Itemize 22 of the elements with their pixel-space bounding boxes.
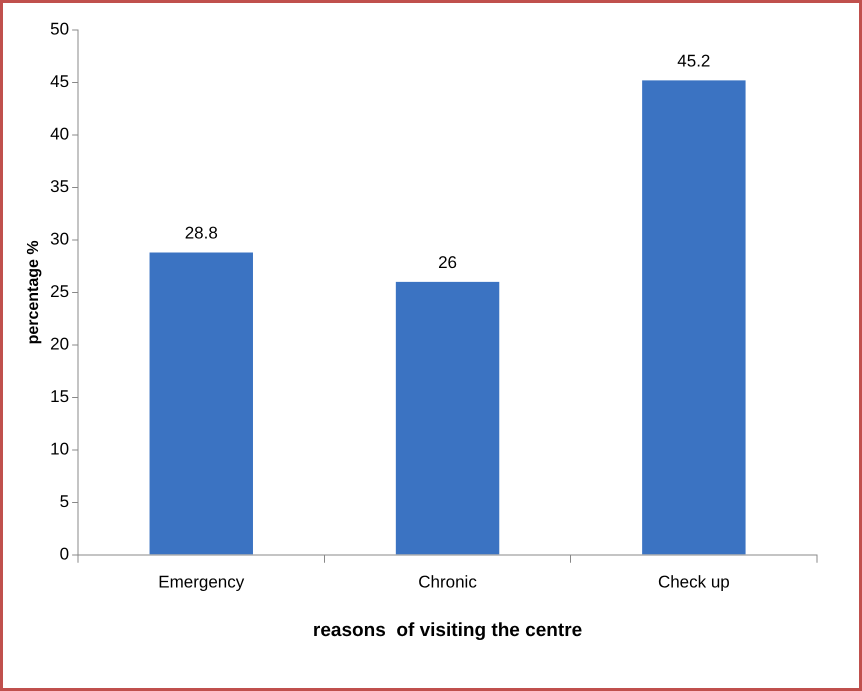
y-tick-label: 50: [50, 20, 70, 39]
y-tick-label: 40: [50, 124, 70, 144]
data-label: 28.8: [184, 224, 218, 243]
y-tick-label: 25: [50, 282, 70, 302]
y-tick-label: 5: [60, 492, 70, 512]
data-label: 26: [438, 253, 458, 272]
y-axis-title: percentage %: [25, 240, 42, 344]
x-tick-label: Check up: [658, 572, 730, 592]
y-tick-label: 30: [50, 230, 70, 249]
bar: [642, 80, 746, 554]
y-tick-label: 35: [50, 177, 70, 196]
y-tick-label: 45: [50, 72, 70, 92]
x-tick-label: Emergency: [158, 572, 245, 592]
y-tick-label: 20: [50, 334, 70, 354]
x-tick-label: Chronic: [418, 572, 478, 592]
x-axis-title: reasons of visiting the centre: [312, 620, 582, 641]
bar: [396, 282, 500, 554]
data-label: 45.2: [677, 52, 710, 71]
y-tick-label: 15: [50, 387, 70, 406]
y-tick-label: 10: [50, 440, 70, 459]
bar: [150, 252, 253, 554]
y-tick-label: 0: [60, 544, 70, 564]
